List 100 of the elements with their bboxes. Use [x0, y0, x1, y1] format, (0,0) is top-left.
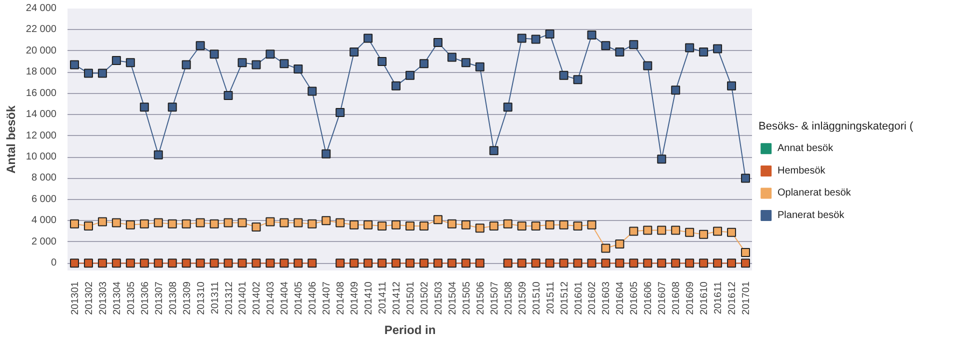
point [517, 221, 526, 230]
point [280, 218, 289, 228]
point [350, 47, 359, 56]
point [378, 57, 387, 66]
x-tick-label: 201403 [266, 281, 277, 315]
point [587, 220, 596, 230]
y-tick-label: 4 000 [31, 215, 57, 226]
point [308, 86, 317, 96]
point [98, 68, 107, 78]
point [70, 219, 79, 228]
x-tick-label: 201302 [84, 281, 95, 315]
point [559, 258, 568, 268]
point [350, 258, 359, 268]
point [392, 258, 401, 268]
y-tick-label: 14 000 [26, 109, 57, 120]
x-axis-title: Period in [384, 322, 436, 337]
x-tick-label: 201507 [489, 281, 500, 315]
x-tick-label: 201304 [112, 281, 123, 315]
point [545, 258, 554, 268]
point [657, 258, 666, 268]
x-tick-label: 201504 [447, 281, 458, 315]
point [713, 44, 722, 54]
x-tick-label: 201309 [182, 281, 193, 315]
x-tick-label: 201701 [741, 281, 752, 315]
point [210, 258, 219, 268]
point [503, 102, 512, 112]
point [503, 258, 512, 268]
x-tick-label: 201609 [685, 281, 696, 315]
point [140, 258, 149, 268]
x-tick-label: 201506 [475, 281, 486, 315]
point [126, 220, 135, 230]
point [182, 258, 191, 268]
point [294, 218, 303, 228]
point [168, 258, 177, 268]
point [699, 47, 708, 56]
x-tick-label: 201608 [671, 281, 682, 315]
point [280, 59, 289, 68]
x-tick-label: 201411 [378, 281, 389, 314]
y-tick-label: 24 000 [26, 3, 57, 14]
point [727, 81, 736, 90]
x-tick-label: 201607 [657, 281, 668, 315]
point [70, 258, 79, 268]
point [98, 217, 107, 226]
x-tick-label: 201503 [433, 281, 444, 315]
x-tick-label: 201611 [713, 281, 724, 314]
x-tick-label: 201603 [601, 281, 612, 315]
point [419, 258, 428, 268]
y-tick-label: 18 000 [26, 66, 57, 78]
point [643, 258, 652, 268]
x-tick-label: 201604 [615, 281, 626, 315]
point [406, 258, 414, 268]
point [727, 228, 736, 237]
point [350, 220, 359, 230]
point [741, 258, 750, 268]
point [419, 59, 428, 68]
point [489, 221, 498, 230]
x-tick-label: 201312 [224, 281, 235, 315]
x-tick-label: 201502 [419, 281, 430, 315]
x-tick-label: 201402 [252, 281, 263, 315]
point [531, 221, 540, 230]
x-tick-label: 201412 [392, 281, 403, 315]
point [238, 258, 247, 268]
point [112, 56, 121, 65]
point [573, 258, 582, 268]
point [210, 50, 219, 59]
x-tick-label: 201408 [336, 281, 347, 315]
x-tick-label: 201301 [70, 281, 81, 315]
point [392, 220, 401, 230]
point [294, 258, 303, 268]
point [447, 258, 456, 268]
point [419, 221, 428, 230]
point [545, 220, 554, 230]
point [643, 226, 652, 235]
point [112, 218, 121, 228]
point [685, 258, 694, 268]
point [615, 47, 624, 56]
x-tick-label: 201305 [126, 281, 137, 315]
point [601, 41, 610, 50]
point [545, 29, 554, 38]
point [671, 226, 680, 235]
point [727, 258, 736, 268]
legend-label: Planerat besök [778, 210, 846, 221]
point [126, 58, 135, 68]
point [364, 34, 373, 43]
point [112, 258, 121, 268]
point [336, 218, 345, 228]
point [196, 41, 205, 50]
point [252, 258, 261, 268]
point [531, 34, 540, 44]
point [98, 258, 107, 268]
y-tick-label: 16 000 [26, 88, 57, 99]
point [280, 258, 289, 268]
point [154, 218, 163, 228]
point [322, 149, 331, 158]
point [168, 219, 177, 228]
point [713, 258, 722, 268]
point [447, 219, 456, 228]
x-tick-label: 201509 [517, 281, 528, 315]
point [84, 68, 93, 78]
x-tick-label: 201501 [406, 281, 416, 315]
